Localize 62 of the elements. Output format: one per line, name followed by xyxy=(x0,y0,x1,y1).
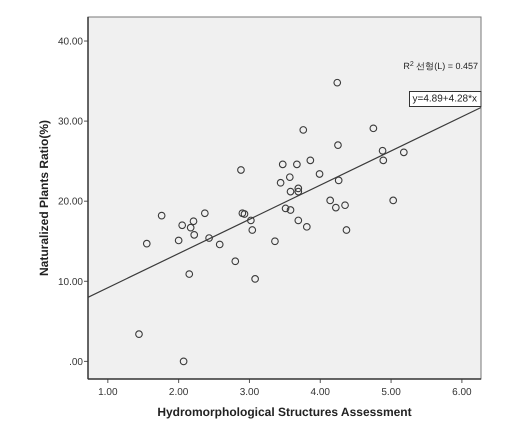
point xyxy=(247,216,255,224)
point xyxy=(205,234,213,242)
annotation: y=4.89+4.28*x xyxy=(412,94,477,104)
y-tick-label: 30.00 xyxy=(58,116,84,128)
point xyxy=(389,196,398,204)
point xyxy=(174,236,182,244)
y-tick-label: .00 xyxy=(69,356,84,368)
point xyxy=(282,204,290,212)
point xyxy=(294,184,302,192)
point xyxy=(342,226,350,234)
point xyxy=(200,209,209,218)
point xyxy=(370,124,378,132)
point xyxy=(400,148,408,156)
point xyxy=(158,212,166,220)
point xyxy=(286,188,294,196)
point xyxy=(334,141,342,149)
point xyxy=(231,257,240,266)
point xyxy=(341,201,349,210)
point xyxy=(248,226,256,234)
point xyxy=(294,188,302,196)
x-tick-label: 4.00 xyxy=(310,387,330,398)
point xyxy=(299,126,308,134)
point xyxy=(332,204,340,212)
point xyxy=(185,270,194,278)
point xyxy=(294,216,302,224)
point xyxy=(180,358,188,366)
point xyxy=(142,240,151,248)
x-tick-label: 5.00 xyxy=(381,387,402,398)
point xyxy=(378,146,386,155)
point xyxy=(316,170,324,178)
y-tick-label: 40.00 xyxy=(58,36,84,48)
annotation: R$^{2}$ 선형(L) = 0.457 xyxy=(403,60,478,71)
point xyxy=(276,178,284,187)
point xyxy=(178,221,186,230)
x-axis-title: Hydromorphological Structures Assessment xyxy=(157,405,412,419)
point xyxy=(271,237,279,246)
point xyxy=(186,224,195,232)
point xyxy=(238,209,246,218)
x-tick-label: 2.00 xyxy=(168,387,189,398)
point xyxy=(286,206,294,214)
point xyxy=(286,173,294,182)
point xyxy=(190,230,198,239)
point xyxy=(302,222,311,231)
point xyxy=(237,166,245,174)
x-tick-label: 3.00 xyxy=(240,387,260,398)
point xyxy=(240,210,248,218)
y-tick-label: 20.00 xyxy=(58,196,84,208)
point xyxy=(293,160,301,168)
x-tick-label: 6.00 xyxy=(452,387,472,398)
point xyxy=(326,196,334,204)
point xyxy=(216,240,224,248)
point xyxy=(135,330,143,338)
point xyxy=(306,156,314,164)
y-axis-title: Naturalized Plants Ratio(%) xyxy=(37,120,51,276)
y-tick-label: 10.00 xyxy=(58,276,84,288)
point xyxy=(278,160,287,168)
point xyxy=(334,176,343,184)
point xyxy=(333,78,342,87)
point xyxy=(379,156,388,164)
point xyxy=(190,217,198,226)
point xyxy=(251,275,259,283)
x-tick-label: 1.00 xyxy=(98,387,118,398)
